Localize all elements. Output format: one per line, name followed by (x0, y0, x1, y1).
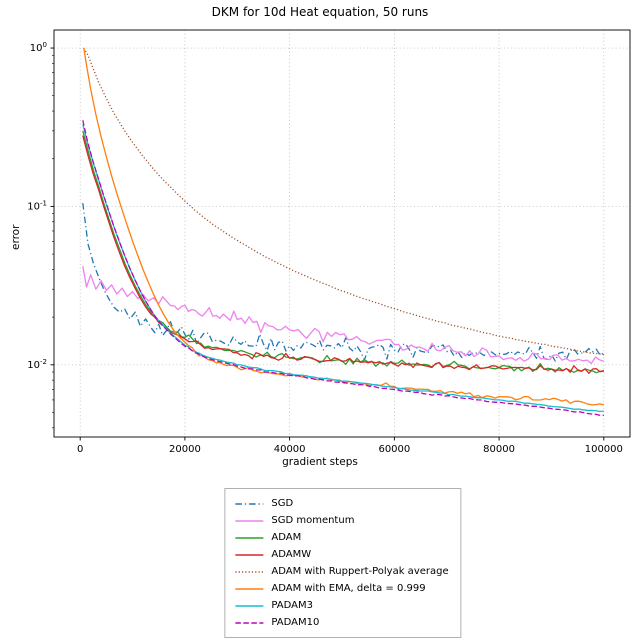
series-path-6 (82, 124, 604, 413)
series-path-2 (82, 130, 604, 374)
plot-area: 0 20000 40000 60000 80000 100000 100 10-1 10-2 (27, 29, 631, 455)
series-path-0 (82, 203, 605, 362)
series-path-5 (83, 47, 604, 406)
legend-line-sample (235, 587, 264, 590)
series-path-7 (82, 120, 604, 416)
x-tick-label: 40000 (274, 444, 306, 455)
legend-label: PADAM10 (271, 617, 320, 628)
legend-label: ADAM with EMA, delta = 0.999 (271, 583, 426, 594)
y-tick-label: 10-2 (27, 358, 47, 371)
legend: SGD SGD momentum ADAM ADAMW ADAM with Rupper… (224, 488, 462, 638)
x-tick-label: 0 (77, 444, 83, 455)
legend-item: ADAM with Ruppert-Polyak average (234, 564, 449, 579)
series-path-4 (83, 47, 604, 356)
legend-item: PADAM10 (234, 615, 448, 630)
legend-label: ADAMW (271, 549, 312, 560)
legend-line-sample (235, 502, 264, 505)
legend-label: ADAM with Ruppert-Polyak average (271, 566, 449, 577)
x-tick-label: 60000 (378, 444, 410, 455)
legend-label: SGD (271, 498, 294, 509)
y-tick-label: 10-1 (27, 199, 47, 212)
legend-line-sample (235, 570, 264, 573)
y-tick-label: 100 (30, 41, 47, 54)
legend-item: ADAMW (234, 547, 448, 562)
legend-line-sample (235, 604, 264, 607)
legend-line-sample (235, 519, 264, 522)
legend-label: PADAM3 (271, 600, 313, 611)
legend-item: PADAM3 (234, 598, 448, 613)
y-axis-label: error (10, 224, 22, 250)
legend-item: SGD (234, 496, 448, 511)
series-path-1 (82, 265, 605, 365)
x-tick-label: 100000 (585, 444, 623, 455)
legend-label: SGD momentum (271, 515, 355, 526)
series-path-3 (82, 135, 605, 374)
chart-title: DKM for 10d Heat equation, 50 runs (211, 5, 429, 19)
x-tick-label: 20000 (169, 444, 201, 455)
legend-label: ADAM (271, 532, 302, 543)
legend-item: ADAM with EMA, delta = 0.999 (234, 581, 448, 596)
legend-line-sample (235, 536, 264, 539)
legend-line-sample (235, 621, 264, 624)
legend-item: SGD momentum (234, 513, 448, 528)
legend-line-sample (235, 553, 264, 556)
x-axis-label: gradient steps (282, 456, 358, 468)
legend-item: ADAM (234, 530, 448, 545)
x-tick-label: 80000 (483, 444, 515, 455)
axes-spines (53, 29, 631, 438)
